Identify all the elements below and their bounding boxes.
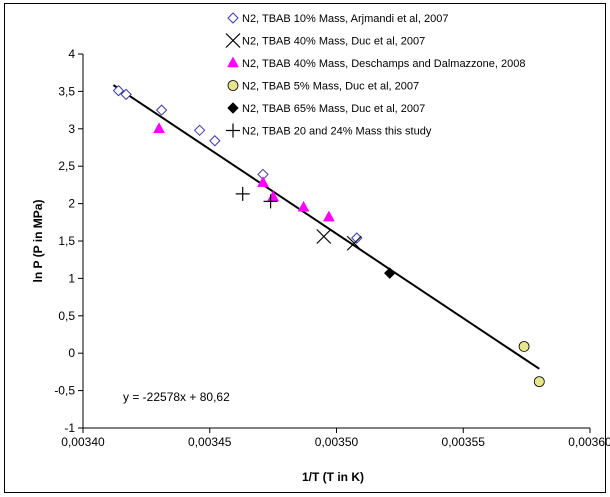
y-tick-label: 1 [68, 271, 75, 285]
chart-frame [4, 3, 606, 493]
legend-marker [227, 56, 239, 68]
data-point-series-1 [120, 88, 132, 101]
trendline-equation: y = -22578x + 80,62 [123, 390, 230, 404]
axes: 0,00340 0,00345 0,00350 0,00355 0,00360 -1 -0,… [54, 47, 610, 449]
trendline-group [112, 84, 540, 370]
legend-marker [225, 33, 241, 48]
legend-label: N2, TBAB 5% Mass, Duc et al, 2007 [242, 81, 419, 93]
legend-label: N2, TBAB 65% Mass, Duc et al, 2007 [242, 103, 425, 115]
legend-marker-stroke [225, 33, 241, 48]
data-point-series-3 [267, 190, 280, 202]
data-point-series-4 [518, 341, 530, 352]
data-point-series-2 [316, 229, 332, 244]
y-tick-label: 2,5 [58, 159, 75, 173]
legend: N2, TBAB 10% Mass, Arjmandi et al, 2007 N… [225, 12, 526, 138]
data-point-series-4 [533, 376, 545, 388]
legend-marker [227, 80, 239, 91]
y-tick-label: -0,5 [54, 384, 75, 398]
y-axis-title: ln P (P in MPa) [31, 200, 45, 283]
data-point-series-3 [153, 122, 165, 134]
legend-marker [227, 12, 239, 24]
data-point-series-3 [297, 200, 310, 212]
data-point-series-5 [384, 267, 396, 279]
y-tick-label: 3 [68, 122, 75, 136]
x-tick-label: 0,00340 [61, 435, 105, 449]
data-point-series-6 [263, 194, 278, 209]
data-point-series-1 [155, 104, 168, 116]
legend-label: N2, TBAB 10% Mass, Arjmandi et al, 2007 [242, 13, 448, 25]
legend-marker [226, 123, 240, 138]
x-tick-label: 0,00345 [188, 435, 232, 449]
y-tick-label: -1 [64, 421, 75, 435]
y-tick-label: 0,5 [58, 309, 75, 323]
legend-marker [227, 102, 239, 114]
data-point-series-1 [351, 232, 363, 244]
data-point-series-2-stroke [346, 235, 362, 251]
y-tick-label: 0 [68, 346, 75, 360]
trendline [112, 84, 540, 370]
legend-label: N2, TBAB 20 and 24% Mass this study [242, 126, 432, 138]
data-point-series-1 [193, 124, 206, 137]
x-axis-title: 1/T (T in K) [302, 470, 364, 484]
data-points [112, 84, 545, 388]
data-point-series-1 [209, 135, 221, 147]
data-point-series-6 [235, 186, 250, 201]
x-tick-label: 0,00360 [568, 435, 610, 449]
y-tick-label: 1,5 [58, 234, 75, 248]
data-point-series-3 [257, 176, 269, 187]
data-point-series-3 [322, 210, 335, 222]
y-tick-label: 3,5 [58, 84, 75, 98]
x-tick-label: 0,00350 [315, 435, 359, 449]
legend-label: N2, TBAB 40% Mass, Duc et al, 2007 [242, 36, 425, 48]
x-tick-label: 0,00355 [442, 435, 486, 449]
y-tick-label: 2 [68, 197, 75, 211]
data-point-series-2-stroke [316, 229, 332, 244]
y-tick-label: 4 [68, 47, 75, 61]
data-point-series-2 [346, 235, 362, 251]
data-point-series-1 [112, 84, 125, 97]
legend-label: N2, TBAB 40% Mass, Deschamps and Dalmazz… [242, 58, 526, 70]
